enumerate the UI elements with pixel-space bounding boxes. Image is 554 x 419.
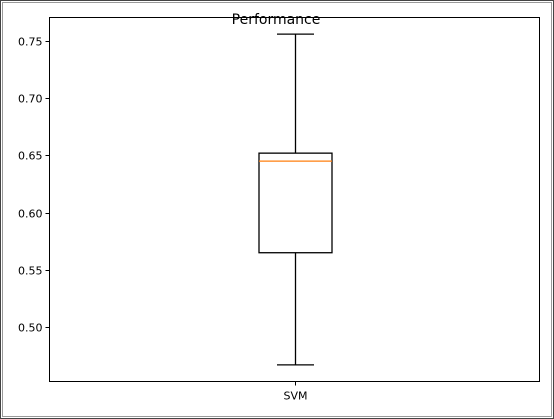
y-tick-label: 0.50 <box>18 322 43 335</box>
y-tick-label: 0.55 <box>18 265 43 278</box>
y-tick-label: 0.65 <box>18 150 43 163</box>
y-axis: 0.50 0.55 0.60 0.65 0.70 0.75 <box>18 36 50 335</box>
chart-title: Performance <box>232 12 321 28</box>
plot-area <box>49 17 540 382</box>
y-tick-label: 0.70 <box>18 93 43 106</box>
x-tick-label: SVM <box>284 390 308 403</box>
y-tick-label: 0.75 <box>18 36 43 49</box>
box-series <box>258 33 333 366</box>
x-axis: SVM <box>284 381 308 403</box>
y-tick-label: 0.60 <box>18 208 43 221</box>
iqr-box <box>258 152 333 254</box>
